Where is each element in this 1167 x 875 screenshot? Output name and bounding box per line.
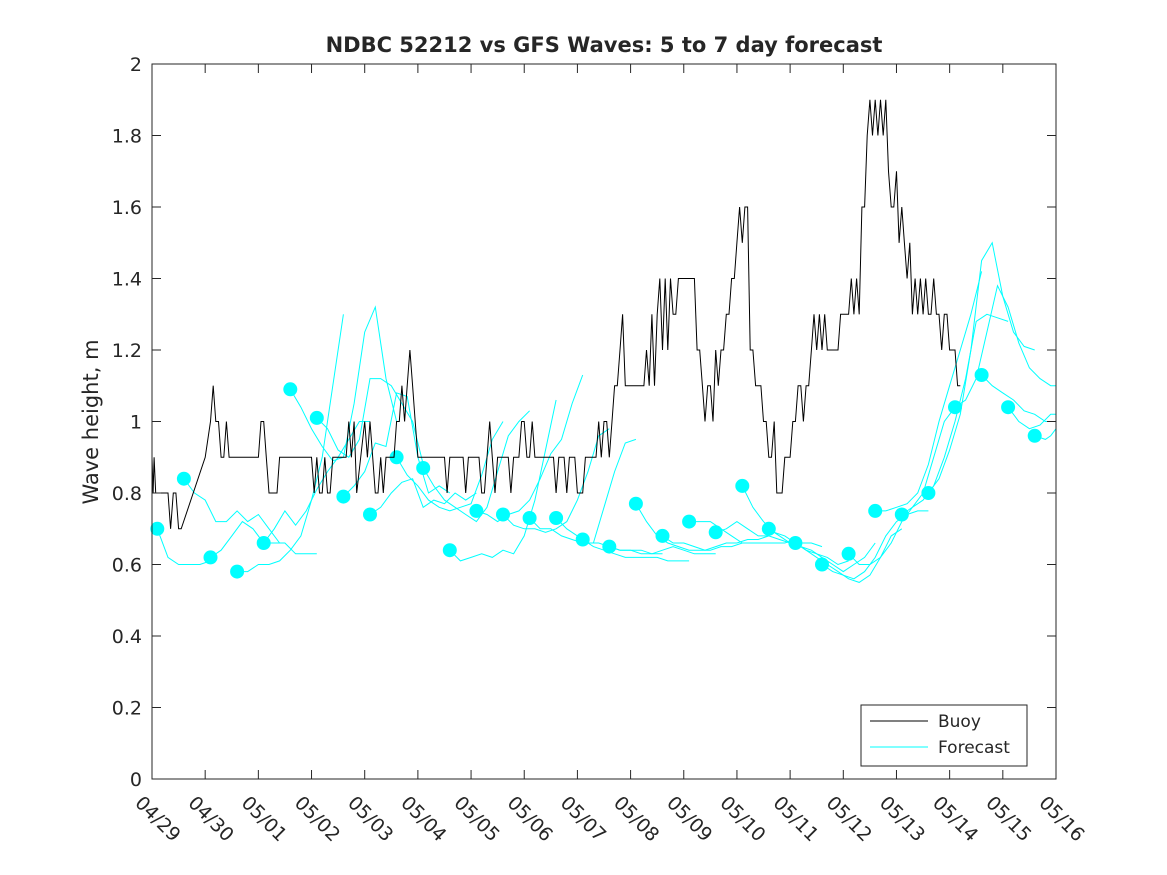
forecast-start-point-31	[948, 400, 962, 415]
x-tick-label: 05/09	[662, 792, 716, 846]
forecast-start-point-15	[522, 511, 537, 525]
forecast-line-22	[715, 520, 823, 548]
x-tick-label: 05/07	[556, 792, 610, 846]
x-tick-label: 05/15	[981, 792, 1035, 846]
y-tick-label: 1.2	[112, 340, 142, 362]
forecast-start-point-6	[283, 382, 298, 397]
y-tick-label: 1.8	[112, 126, 142, 148]
y-tick-label: 1.4	[112, 269, 142, 291]
forecast-line-27	[848, 406, 956, 565]
forecast-line-19	[635, 503, 743, 551]
forecast-start-point-20	[655, 528, 670, 543]
x-tick-label: 04/30	[184, 792, 238, 846]
forecast-start-point-9	[363, 507, 377, 522]
forecast-start-point-21	[682, 514, 697, 529]
forecast-start-point-4	[230, 564, 245, 579]
y-tick-label: 0.6	[112, 555, 142, 577]
forecast-line-9	[369, 478, 477, 515]
forecast-start-point-1	[150, 521, 165, 536]
forecast-start-point-24	[761, 521, 776, 536]
forecast-line-21	[689, 521, 796, 544]
forecast-start-point-19	[628, 496, 643, 511]
forecast-line-2	[183, 478, 281, 544]
x-tick-label: 05/03	[343, 792, 397, 846]
forecast-start-point-18	[602, 539, 617, 554]
forecast-start-point-3	[203, 550, 218, 565]
x-tick-label: 05/10	[715, 792, 769, 846]
forecast-line-4	[237, 314, 344, 573]
x-tick-label: 05/04	[396, 792, 450, 846]
y-tick-label: 1.6	[112, 197, 142, 219]
forecast-start-point-8	[336, 489, 351, 504]
forecast-line-1	[156, 528, 211, 565]
forecast-line-32	[981, 374, 1056, 422]
forecast-line-18	[609, 546, 716, 555]
x-tick-label: 05/14	[928, 792, 982, 846]
forecast-line-20	[662, 535, 769, 551]
x-tick-label: 05/06	[503, 792, 557, 846]
forecast-start-point-33	[1001, 400, 1016, 415]
forecast-start-point-28	[868, 503, 883, 518]
legend-buoy-label: Buoy	[938, 712, 981, 732]
legend: Buoy Forecast	[860, 704, 1028, 767]
y-tick-label: 0.8	[112, 483, 142, 505]
legend-box	[860, 704, 1028, 767]
y-tick-label: 0.2	[112, 698, 142, 720]
y-tick-label: 1	[130, 412, 142, 434]
forecast-line-5	[263, 421, 370, 544]
x-tick-label: 05/01	[237, 792, 291, 846]
forecast-start-point-17	[575, 532, 590, 547]
y-tick-label: 0.4	[112, 626, 142, 648]
x-tick-label: 05/08	[609, 792, 663, 846]
forecast-start-point-11	[416, 461, 431, 475]
x-tick-label: 05/13	[875, 792, 929, 846]
x-tick-label: 05/02	[290, 792, 344, 846]
forecast-start-point-27	[841, 546, 856, 561]
forecast-start-point-32	[974, 368, 989, 382]
x-tick-label: 05/16	[1034, 792, 1088, 846]
forecast-start-point-5	[256, 536, 271, 550]
forecast-start-point-13	[469, 503, 484, 518]
forecast-line-25	[795, 528, 903, 583]
forecast-start-point-23	[735, 478, 750, 493]
forecast-line-33	[1007, 406, 1056, 430]
forecast-line-17	[582, 539, 690, 562]
forecast-line-13	[476, 374, 584, 523]
buoy-line	[151, 99, 961, 530]
forecast-start-point-29	[894, 507, 909, 522]
forecast-line-10	[396, 421, 504, 512]
forecast-start-point-34	[1027, 428, 1042, 443]
forecast-start-point-16	[549, 511, 564, 525]
forecast-line-12	[449, 399, 557, 562]
forecast-line-8	[343, 392, 451, 497]
x-tick-label: 05/12	[822, 792, 876, 846]
x-tick-label: 04/29	[130, 792, 184, 846]
forecast-start-point-2	[176, 471, 191, 486]
forecast-start-point-10	[389, 450, 404, 465]
forecast-line-26	[821, 510, 929, 580]
y-tick-label: 2	[130, 54, 142, 76]
forecast-line-28	[875, 271, 983, 512]
forecast-start-point-7	[309, 410, 324, 425]
forecast-line-14	[502, 428, 610, 533]
forecast-line-31	[954, 284, 1056, 408]
forecast-start-point-14	[496, 507, 510, 522]
forecast-start-point-30	[921, 486, 936, 500]
x-tick-label: 05/05	[450, 792, 504, 846]
y-axis-label: Wave height, m	[79, 339, 103, 504]
y-tick-label: 0	[130, 769, 142, 791]
buoy-series	[151, 99, 961, 530]
legend-forecast-label: Forecast	[938, 738, 1010, 758]
forecast-start-point-25	[788, 536, 803, 550]
x-tick-label: 05/11	[769, 792, 823, 846]
forecast-start-point-22	[708, 525, 723, 540]
forecast-line-11	[422, 410, 530, 523]
forecast-start-point-12	[442, 543, 457, 558]
chart-title: NDBC 52212 vs GFS Waves: 5 to 7 day fore…	[326, 33, 883, 57]
forecast-series	[150, 241, 1057, 583]
forecast-start-point-26	[815, 557, 829, 572]
